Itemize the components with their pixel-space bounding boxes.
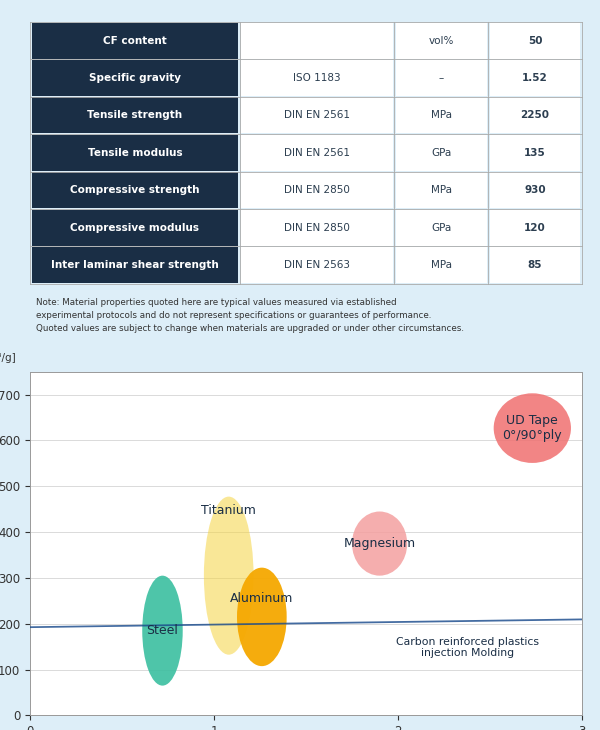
Bar: [396, 23, 487, 58]
Text: DIN EN 2850: DIN EN 2850: [284, 185, 350, 195]
Bar: [32, 98, 238, 134]
Bar: [241, 172, 392, 208]
Text: Carbon reinforced plastics
injection Molding: Carbon reinforced plastics injection Mol…: [397, 637, 539, 658]
Text: DIN EN 2561: DIN EN 2561: [284, 147, 350, 158]
Bar: [32, 172, 238, 208]
Bar: [396, 172, 487, 208]
Text: Aluminum: Aluminum: [230, 592, 293, 605]
Ellipse shape: [0, 583, 600, 660]
Ellipse shape: [237, 568, 287, 666]
Text: DIN EN 2563: DIN EN 2563: [284, 260, 350, 270]
Bar: [490, 135, 580, 171]
Text: MPa: MPa: [431, 260, 452, 270]
Text: Note: Material properties quoted here are typical values measured via establishe: Note: Material properties quoted here ar…: [35, 299, 464, 333]
Text: 120: 120: [524, 223, 546, 233]
Text: 1.52: 1.52: [522, 73, 548, 83]
Bar: [490, 23, 580, 58]
Text: Tensile strength: Tensile strength: [88, 110, 182, 120]
Text: Compressive strength: Compressive strength: [70, 185, 200, 195]
Bar: [490, 247, 580, 283]
Text: MPa: MPa: [431, 110, 452, 120]
Bar: [241, 60, 392, 96]
Text: 135: 135: [524, 147, 546, 158]
Bar: [490, 210, 580, 245]
Ellipse shape: [352, 512, 407, 576]
Text: Specific gravity: Specific gravity: [89, 73, 181, 83]
Text: DIN EN 2850: DIN EN 2850: [284, 223, 350, 233]
Bar: [396, 135, 487, 171]
Text: Tensile modulus: Tensile modulus: [88, 147, 182, 158]
Bar: [490, 98, 580, 134]
Text: Titanium: Titanium: [201, 504, 256, 517]
Text: MPa: MPa: [431, 185, 452, 195]
Text: Steel: Steel: [146, 624, 178, 637]
Bar: [32, 23, 238, 58]
Bar: [32, 210, 238, 245]
Text: Magnesium: Magnesium: [344, 537, 416, 550]
Bar: [490, 172, 580, 208]
Text: ISO 1183: ISO 1183: [293, 73, 341, 83]
Ellipse shape: [142, 576, 183, 685]
Bar: [241, 247, 392, 283]
Text: GPa: GPa: [431, 223, 451, 233]
Text: 85: 85: [528, 260, 542, 270]
Bar: [241, 98, 392, 134]
Text: Compressive modulus: Compressive modulus: [70, 223, 199, 233]
Text: GPa: GPa: [431, 147, 451, 158]
Text: –: –: [439, 73, 444, 83]
Bar: [396, 247, 487, 283]
Bar: [396, 98, 487, 134]
Text: Inter laminar shear strength: Inter laminar shear strength: [51, 260, 219, 270]
Bar: [490, 60, 580, 96]
Text: 930: 930: [524, 185, 546, 195]
Text: 2250: 2250: [521, 110, 550, 120]
Bar: [396, 60, 487, 96]
Bar: [32, 247, 238, 283]
Bar: [241, 210, 392, 245]
Bar: [32, 135, 238, 171]
Text: UD Tape
0°/90°ply: UD Tape 0°/90°ply: [503, 414, 562, 442]
Text: DIN EN 2561: DIN EN 2561: [284, 110, 350, 120]
Ellipse shape: [204, 496, 254, 655]
Ellipse shape: [494, 393, 571, 463]
Text: 50: 50: [528, 36, 542, 45]
Text: CF content: CF content: [103, 36, 167, 45]
Bar: [32, 60, 238, 96]
Bar: [241, 135, 392, 171]
Bar: [241, 23, 392, 58]
Text: vol%: vol%: [428, 36, 454, 45]
Text: [MPa·cm³/g]: [MPa·cm³/g]: [0, 353, 16, 364]
Bar: [396, 210, 487, 245]
